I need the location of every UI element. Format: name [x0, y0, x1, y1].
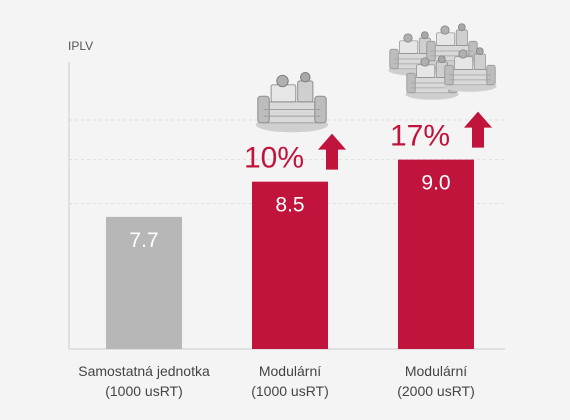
y-axis-label: IPLV	[68, 39, 93, 53]
category-label-2-1: (2000 usRT)	[397, 383, 475, 399]
bar-2	[398, 159, 474, 349]
category-label-0-1: (1000 usRT)	[105, 383, 183, 399]
category-label-1-1: (1000 usRT)	[251, 383, 329, 399]
bar-value-label-2: 9.0	[421, 172, 450, 195]
increase-label-2: 17%	[390, 120, 450, 153]
arrow-up-icon	[318, 133, 346, 170]
arrow-up-icon	[464, 111, 492, 148]
bar-0	[106, 216, 182, 349]
bar-1	[252, 181, 328, 349]
category-label-0-0: Samostatná jednotka	[78, 363, 210, 379]
category-label-2-0: Modulární	[405, 363, 467, 379]
bar-value-label-1: 8.5	[275, 194, 304, 217]
modular-chiller-unit-icon	[443, 47, 497, 92]
category-label-1-0: Modulární	[259, 363, 321, 379]
increase-label-1: 10%	[244, 142, 304, 175]
bar-value-label-0: 7.7	[129, 229, 158, 252]
chiller-unit-icon	[255, 71, 329, 133]
